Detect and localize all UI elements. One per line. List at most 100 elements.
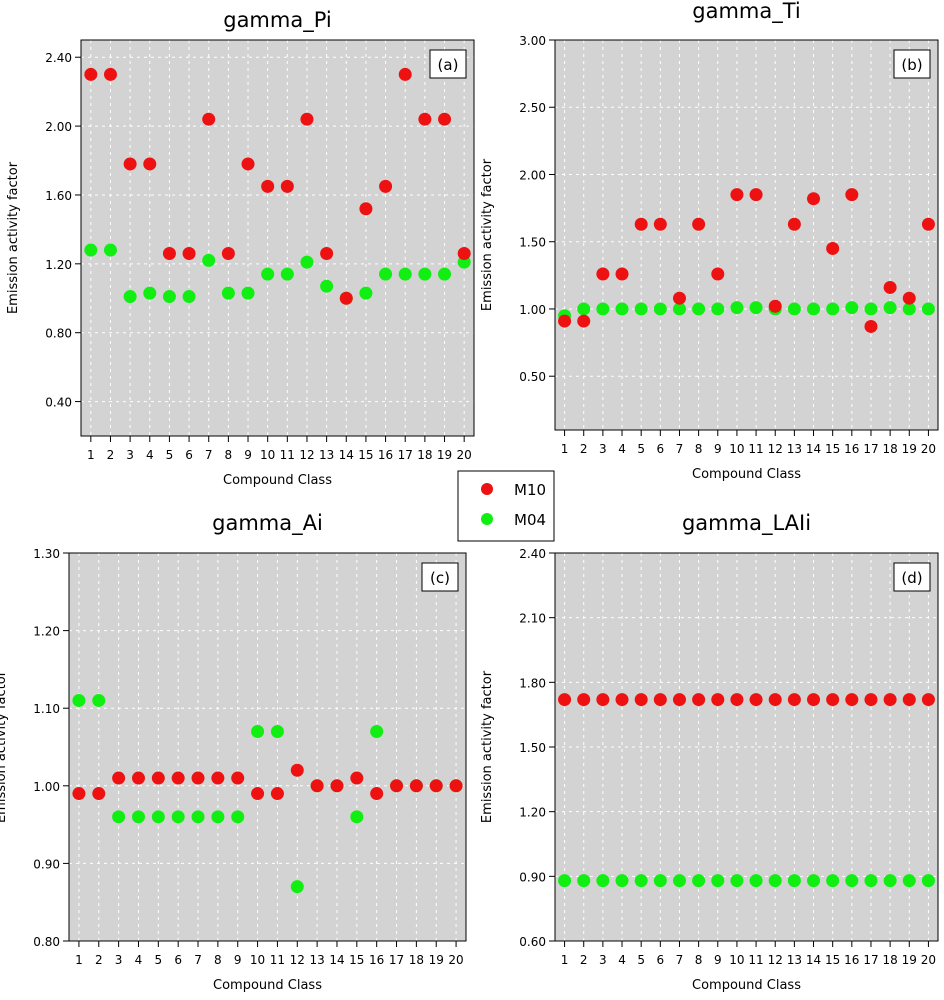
point-m10 (826, 693, 840, 707)
x-tick-label: 10 (250, 953, 265, 967)
x-tick-label: 13 (787, 953, 802, 967)
point-m10 (768, 693, 782, 707)
x-tick-label: 8 (695, 953, 703, 967)
point-m04 (143, 286, 157, 300)
point-m10 (143, 157, 157, 171)
y-tick-label: 2.40 (519, 547, 546, 561)
point-m10 (191, 771, 205, 785)
x-tick-label: 5 (166, 448, 174, 462)
panel-label-box (429, 49, 467, 79)
point-m04 (202, 253, 216, 267)
y-axis-label: Emission activity factor (0, 670, 9, 823)
point-m10 (162, 246, 176, 260)
plot-area (81, 40, 474, 436)
x-tick-label: 2 (107, 448, 115, 462)
point-m04 (92, 693, 106, 707)
x-tick-label: 15 (349, 953, 364, 967)
point-m10 (398, 67, 412, 81)
point-m10 (241, 157, 255, 171)
x-tick-label: 13 (309, 953, 324, 967)
y-tick-label: 3.00 (519, 34, 546, 48)
x-tick-label: 18 (409, 953, 424, 967)
x-tick-label: 10 (729, 442, 744, 456)
point-m10 (290, 763, 304, 777)
x-tick-label: 4 (146, 448, 154, 462)
x-tick-label: 15 (358, 448, 373, 462)
point-m10 (864, 319, 878, 333)
x-tick-label: 7 (676, 953, 684, 967)
point-m04 (692, 302, 706, 316)
point-m10 (902, 693, 916, 707)
x-tick-label: 6 (657, 953, 665, 967)
x-tick-label: 8 (214, 953, 222, 967)
point-m04 (103, 243, 117, 257)
point-m04 (749, 874, 763, 888)
point-m10 (615, 693, 629, 707)
point-m10 (692, 217, 706, 231)
x-tick-label: 3 (126, 448, 134, 462)
x-axis-label: Compound Class (692, 978, 801, 993)
x-tick-label: 9 (244, 448, 252, 462)
point-m04 (653, 302, 667, 316)
point-m10 (211, 771, 225, 785)
panel-label: (c) (430, 569, 450, 587)
x-tick-label: 14 (806, 953, 821, 967)
point-m04 (577, 302, 591, 316)
point-m10 (171, 771, 185, 785)
x-tick-label: 17 (389, 953, 404, 967)
x-tick-label: 7 (676, 442, 684, 456)
x-tick-label: 9 (234, 953, 242, 967)
point-m10 (653, 693, 667, 707)
point-m04 (864, 874, 878, 888)
plot-frame (68, 552, 467, 942)
y-tick-label: 2.50 (519, 101, 546, 115)
point-m10 (300, 112, 314, 126)
panel-title: gamma_LAIi (682, 511, 811, 536)
point-m10 (320, 246, 334, 260)
x-tick-label: 6 (185, 448, 193, 462)
point-m10 (379, 179, 393, 193)
x-tick-label: 8 (695, 442, 703, 456)
point-m10 (653, 217, 667, 231)
plot-frame (554, 39, 939, 431)
x-tick-label: 3 (599, 953, 607, 967)
x-tick-label: 16 (844, 953, 859, 967)
point-m04 (270, 724, 284, 738)
point-m04 (749, 301, 763, 315)
x-tick-label: 11 (270, 953, 285, 967)
x-tick-label: 19 (902, 442, 917, 456)
panel-1: 0.400.801.201.602.002.401 2 3 4 5 6 7 8 9 10 11 12 1… (6, 8, 475, 488)
x-tick-label: 19 (429, 953, 444, 967)
y-tick-label: 1.10 (33, 702, 60, 716)
point-m04 (615, 302, 629, 316)
point-m04 (826, 302, 840, 316)
x-tick-label: 20 (921, 442, 936, 456)
y-tick-label: 2.00 (519, 168, 546, 182)
point-m10 (577, 693, 591, 707)
y-axis-label: Emission activity factor (6, 161, 21, 314)
point-m10 (261, 179, 275, 193)
x-tick-label: 4 (135, 953, 143, 967)
y-tick-label: 2.40 (45, 51, 72, 65)
point-m04 (171, 810, 185, 824)
x-tick-label: 1 (561, 442, 569, 456)
y-axis-label: Emission activity factor (480, 670, 495, 823)
point-m04 (191, 810, 205, 824)
x-tick-label: 17 (398, 448, 413, 462)
point-m04 (290, 880, 304, 894)
x-tick-label: 5 (637, 953, 645, 967)
x-tick-label: 16 (369, 953, 384, 967)
point-m10 (409, 779, 423, 793)
point-m10 (692, 693, 706, 707)
legend-box (457, 470, 555, 542)
point-m04 (182, 290, 196, 304)
point-m10 (429, 779, 443, 793)
x-tick-label: 12 (768, 442, 783, 456)
x-axis-label: Compound Class (213, 978, 322, 993)
panel-label-box (893, 562, 931, 592)
x-tick-label: 5 (637, 442, 645, 456)
point-m04 (596, 874, 610, 888)
point-m10 (921, 693, 935, 707)
point-m10 (103, 67, 117, 81)
x-tick-label: 19 (437, 448, 452, 462)
